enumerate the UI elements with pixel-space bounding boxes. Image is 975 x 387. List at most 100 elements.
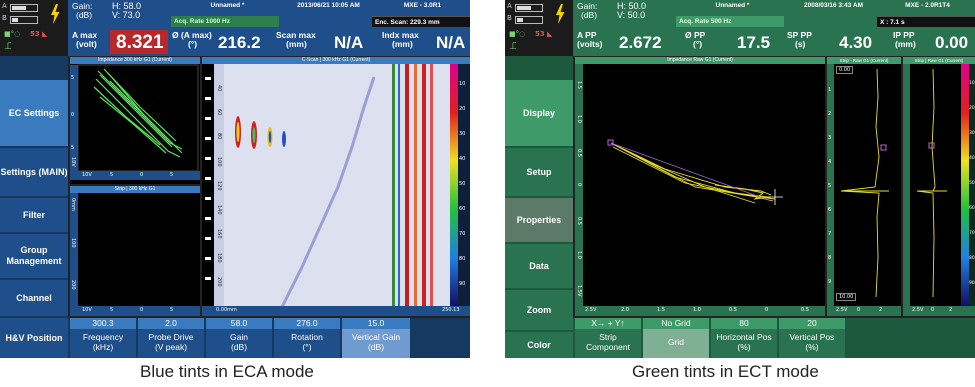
menu-item-filter[interactable]: Filter — [0, 198, 68, 232]
mode-code: 53 — [535, 30, 545, 38]
param-horizontal-pos[interactable]: 80 Horizontal Pos (%) — [711, 318, 777, 358]
readout-3-label[interactable]: Scan max (mm) — [276, 30, 316, 49]
color-scale-tick: 70 — [459, 231, 466, 237]
impedance-panel[interactable]: Impedance Raw G1 (Current) 1.5 1.0 0.5 0 0.5… — [575, 57, 825, 316]
strip-y-tick: 1 — [828, 87, 832, 93]
color-scale-tick: 30 — [459, 131, 466, 137]
menu-item-settings-main[interactable]: Settings (MAIN) — [0, 148, 68, 196]
side-menu: EC Settings Settings (MAIN) Filter Group… — [0, 56, 68, 358]
strip-y-tick: 2 — [828, 111, 832, 117]
readout-1-label[interactable]: A PP (volts) — [577, 30, 603, 49]
strip-y-tick: 4 — [828, 159, 832, 165]
gain-h: H: 50.0 — [617, 1, 647, 11]
param-grid[interactable]: No Grid Grid — [643, 318, 709, 358]
datetime: 2013/06/21 10:05 AM — [297, 2, 360, 9]
readout-4-value: N/A — [436, 33, 466, 52]
imp-y-tick: 0.5 — [576, 217, 582, 225]
ect-screen: A B ■°◌ 53 ◣ ⊥̃ Gain: (dB) H: 50.0 V: 50.… — [505, 0, 975, 358]
probe-icon: ⊥̃ — [509, 42, 517, 52]
color-scale-tick: 10 — [459, 81, 466, 87]
readout-4-label[interactable]: IP PP (mm) — [893, 30, 916, 49]
gain-readout[interactable]: Gain: (dB) — [577, 1, 598, 20]
cscan-title: C-Scan | 300 kHz G1 (Current) — [202, 57, 470, 64]
menu-item-color[interactable]: Color — [505, 332, 573, 358]
param-vertical-gain[interactable]: 15.0 Vertical Gain (dB) — [342, 318, 410, 358]
strip-y-tick: 9 — [828, 279, 832, 285]
strip-plot — [70, 193, 200, 316]
color-scale-tick: 70 — [969, 231, 975, 236]
readout-1-label[interactable]: A max (volt) — [72, 30, 98, 49]
cscan-y-tick: 140 — [216, 205, 222, 215]
menu-item-data[interactable]: Data — [505, 244, 573, 288]
battery-b-icon — [10, 16, 38, 24]
eca-screen: A B ■°◌ 53 ◣ ⊥̃ Gain: (dB) H: 58.0 V: 73.… — [0, 0, 470, 358]
menu-item-zoom[interactable]: Zoom — [505, 290, 573, 330]
battery-a-icon — [515, 4, 543, 12]
enc-scan: Enc. Scan: 229.3 mm — [372, 16, 470, 27]
readout-2-label[interactable]: Ø (A max) (°) — [172, 30, 212, 49]
menu-item-group-management[interactable]: Group Management — [0, 234, 68, 278]
menu-item-display[interactable]: Display — [505, 80, 573, 146]
cscan-y-tick: 160 — [216, 229, 222, 239]
cscan-y-tick: 200 — [216, 277, 222, 287]
imp-x-tick: 2.5V — [585, 307, 597, 313]
color-scale-tick: 80 — [459, 256, 466, 262]
menu-item-properties[interactable]: Properties — [505, 198, 573, 242]
strip-2-plot — [903, 64, 975, 316]
readout-2-label[interactable]: Ø PP (°) — [685, 30, 706, 49]
strip-title: Strip | 300 kHz G1 — [70, 186, 200, 193]
color-scale-tick: 40 — [459, 156, 466, 162]
readout-3-label[interactable]: SP PP (s) — [787, 30, 812, 49]
power-bolt-icon — [51, 4, 60, 24]
power-bolt-icon — [556, 4, 565, 24]
imp-y-tick: 1.5 — [576, 81, 582, 89]
color-scale-tick: 50 — [969, 181, 975, 186]
menu-item-channel[interactable]: Channel — [0, 280, 68, 316]
param-probe-drive[interactable]: 2.0 Probe Drive (V peak) — [138, 318, 204, 358]
menu-item-setup[interactable]: Setup — [505, 148, 573, 196]
gain-readout[interactable]: Gain: (dB) — [72, 1, 93, 20]
gain-v: V: 50.0 — [617, 10, 646, 20]
acq-rate: Acq. Rate 1000 Hz — [171, 16, 279, 27]
color-scale-tick: 60 — [969, 206, 975, 211]
menu-item-ec-settings[interactable]: EC Settings — [0, 80, 68, 146]
imp-y-tick: 1.5V — [576, 285, 582, 297]
readout-1-value: 2.672 — [619, 33, 662, 52]
strip-y-tick: 8 — [828, 255, 832, 261]
x-readout: X : 7.1 s — [877, 16, 975, 27]
caption-right: Green tints in ECT mode — [632, 362, 819, 381]
cscan-y-tick: 120 — [216, 181, 222, 191]
strip-2-panel[interactable]: Strip | Raw G1 (Current) 2.5V 0 2 10 20 30… — [903, 57, 975, 316]
status-area: A B ■°◌ 53 ◣ ⊥̃ — [505, 0, 573, 56]
readout-4-label[interactable]: Indx max (mm) — [382, 30, 419, 49]
strip-2-title: Strip | Raw G1 (Current) — [903, 57, 975, 64]
param-gain[interactable]: 58.0 Gain (dB) — [206, 318, 272, 358]
readout-1-value: 8.321 — [116, 32, 164, 53]
cscan-plot — [202, 64, 470, 316]
battery-a-icon — [10, 4, 38, 12]
impedance-panel[interactable]: Impedance 300 kHz G1 (Current) 10V 5 0 5… — [70, 57, 200, 184]
strip-panel[interactable]: Strip | 300 kHz G1 0mm 100 200 10V 5 0 5 — [70, 186, 200, 316]
param-rotation[interactable]: 276.0 Rotation (°) — [274, 318, 340, 358]
strip-y-tick: 5 — [828, 183, 832, 189]
color-scale-tick: 40 — [969, 156, 975, 161]
color-scale-tick: 50 — [459, 181, 466, 187]
imp-y-tick: 0 — [576, 183, 582, 187]
parameter-bar: X→ + Y↑ Strip Component No Grid Grid 80 Hori… — [573, 318, 975, 358]
imp-x-tick: 0 — [765, 307, 769, 313]
menu-item-hv-position[interactable]: H&V Position — [0, 318, 68, 358]
file-name: Unnamed * — [715, 2, 750, 9]
param-frequency[interactable]: 300.3 Frequency (kHz) — [70, 318, 136, 358]
impedance-plot — [575, 64, 825, 316]
color-scale-tick: 20 — [969, 106, 975, 111]
file-name: Unnamed * — [171, 0, 281, 11]
param-vertical-pos[interactable]: 20 Vertical Pos (%) — [779, 318, 845, 358]
cscan-panel[interactable]: C-Scan | 300 kHz G1 (Current) — [202, 57, 470, 316]
param-strip-component[interactable]: X→ + Y↑ Strip Component — [575, 318, 641, 358]
parameter-bar: 300.3 Frequency (kHz) 2.0 Probe Drive (V pea… — [68, 318, 470, 358]
color-scale-tick: 90 — [459, 281, 466, 287]
readout-4-value: 0.00 — [935, 33, 969, 52]
color-scale-tick: 20 — [459, 106, 466, 112]
version: MXE - 3.0R1 — [403, 2, 442, 9]
